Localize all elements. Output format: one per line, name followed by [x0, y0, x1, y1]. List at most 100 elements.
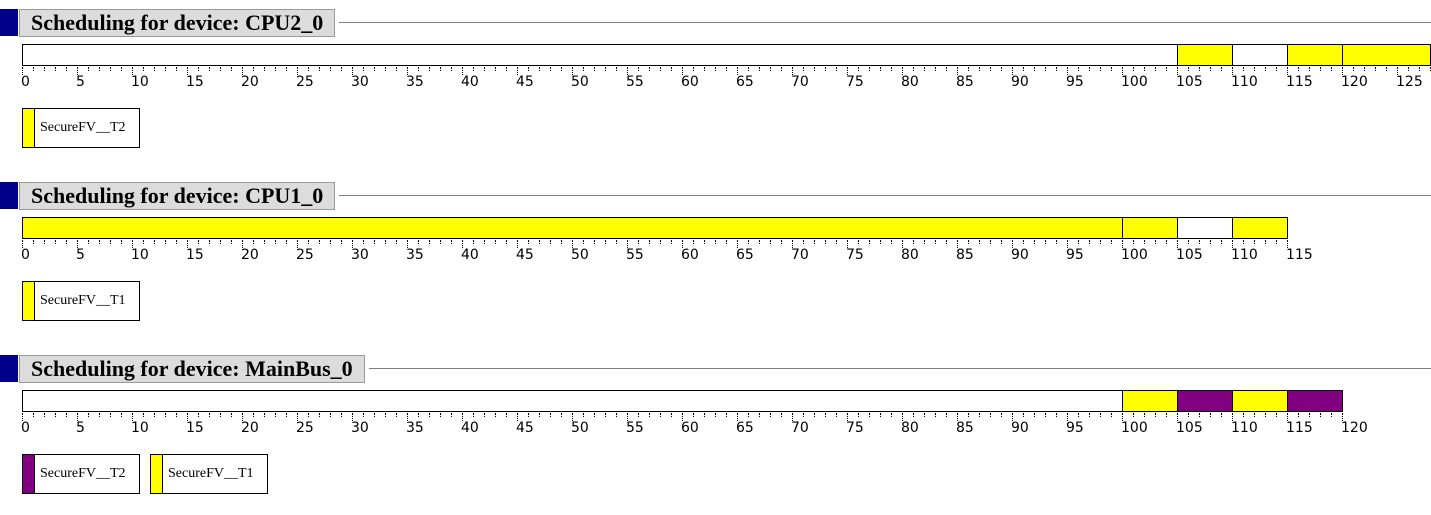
tick-label: 50 [571, 247, 589, 263]
section-marker [0, 182, 18, 209]
tick-mark [649, 67, 651, 71]
tick-label: 30 [351, 74, 369, 90]
tick-mark [517, 240, 519, 248]
tick-label: 110 [1231, 420, 1258, 436]
tick-label: 100 [1121, 247, 1148, 263]
tick-mark [1199, 67, 1201, 71]
tick-mark [1001, 240, 1003, 244]
tick-mark [814, 240, 816, 244]
tick-mark [1100, 67, 1102, 71]
tick-mark [330, 240, 332, 244]
tick-mark [671, 240, 673, 244]
tick-mark [605, 67, 607, 71]
tick-label: 55 [626, 420, 644, 436]
tick-mark [187, 413, 189, 421]
tick-mark [1232, 413, 1234, 421]
tick-mark [682, 67, 684, 75]
tick-mark [979, 67, 981, 71]
tick-label: 90 [1011, 420, 1029, 436]
tick-label: 5 [76, 420, 85, 436]
tick-mark [660, 413, 662, 417]
tick-mark [495, 240, 497, 244]
tick-label: 75 [846, 247, 864, 263]
tick-mark [660, 67, 662, 71]
tick-label: 120 [1341, 74, 1368, 90]
tick-label: 95 [1066, 420, 1084, 436]
tick-mark [110, 413, 112, 417]
tick-mark [143, 413, 145, 417]
tick-label: 30 [351, 247, 369, 263]
tick-label: 65 [736, 74, 754, 90]
tick-mark [858, 67, 860, 71]
tick-mark [1309, 67, 1311, 71]
tick-mark [1265, 240, 1267, 244]
section-title: Scheduling for device: MainBus_0 [19, 355, 365, 383]
tick-mark [77, 413, 79, 421]
legend-item: SecureFV__T1 [150, 454, 268, 494]
tick-mark [88, 413, 90, 417]
tick-mark [682, 413, 684, 421]
tick-mark [473, 67, 475, 71]
tick-mark [66, 67, 68, 71]
tick-label: 10 [131, 420, 149, 436]
tick-mark [1199, 413, 1201, 417]
tick-mark [693, 67, 695, 71]
tick-mark [1276, 413, 1278, 417]
tick-mark [704, 240, 706, 244]
tick-mark [1210, 67, 1212, 71]
tick-label: 70 [791, 247, 809, 263]
tick-label: 20 [241, 420, 259, 436]
tick-mark [1287, 413, 1289, 421]
tick-label: 120 [1341, 420, 1368, 436]
tick-mark [990, 413, 992, 417]
tick-label: 115 [1286, 247, 1313, 263]
tick-mark [506, 240, 508, 244]
tick-mark [781, 67, 783, 71]
tick-mark [297, 413, 299, 421]
tick-mark [1056, 67, 1058, 71]
tick-mark [297, 67, 299, 75]
tick-mark [264, 413, 266, 417]
tick-mark [605, 413, 607, 417]
tick-mark [1001, 413, 1003, 417]
tick-mark [165, 413, 167, 417]
tick-mark [792, 413, 794, 421]
tick-label: 65 [736, 420, 754, 436]
tick-mark [132, 67, 134, 75]
tick-mark [1067, 67, 1069, 75]
tick-mark [1012, 240, 1014, 248]
tick-mark [1276, 240, 1278, 244]
tick-mark [869, 413, 871, 417]
tick-mark [660, 240, 662, 244]
tick-mark [55, 413, 57, 417]
tick-mark [209, 67, 211, 71]
tick-mark [1023, 413, 1025, 417]
tick-mark [1100, 240, 1102, 244]
tick-mark [924, 67, 926, 71]
tick-mark [836, 413, 838, 417]
tick-mark [341, 240, 343, 244]
tick-label: 60 [681, 247, 699, 263]
tick-mark [319, 413, 321, 417]
tick-label: 75 [846, 420, 864, 436]
tick-mark [363, 67, 365, 71]
tick-mark [968, 413, 970, 417]
legend-label: SecureFV__T1 [40, 293, 126, 308]
device-section: Scheduling for device: CPU1_0 0 5 10 15 20 25 3… [0, 181, 1431, 331]
tick-label: 60 [681, 420, 699, 436]
tick-mark [770, 240, 772, 244]
tick-label: 40 [461, 247, 479, 263]
tick-mark [1133, 413, 1135, 417]
tick-mark [1155, 240, 1157, 244]
tick-mark [726, 67, 728, 71]
tick-label: 15 [186, 247, 204, 263]
tick-mark [1111, 413, 1113, 417]
tick-mark [693, 240, 695, 244]
legend-item: SecureFV__T1 [22, 281, 140, 321]
tick-mark [220, 67, 222, 71]
tick-mark [550, 67, 552, 71]
tick-mark [649, 240, 651, 244]
tick-mark [1265, 413, 1267, 417]
timeline-segment [1232, 390, 1288, 412]
tick-mark [440, 413, 442, 417]
